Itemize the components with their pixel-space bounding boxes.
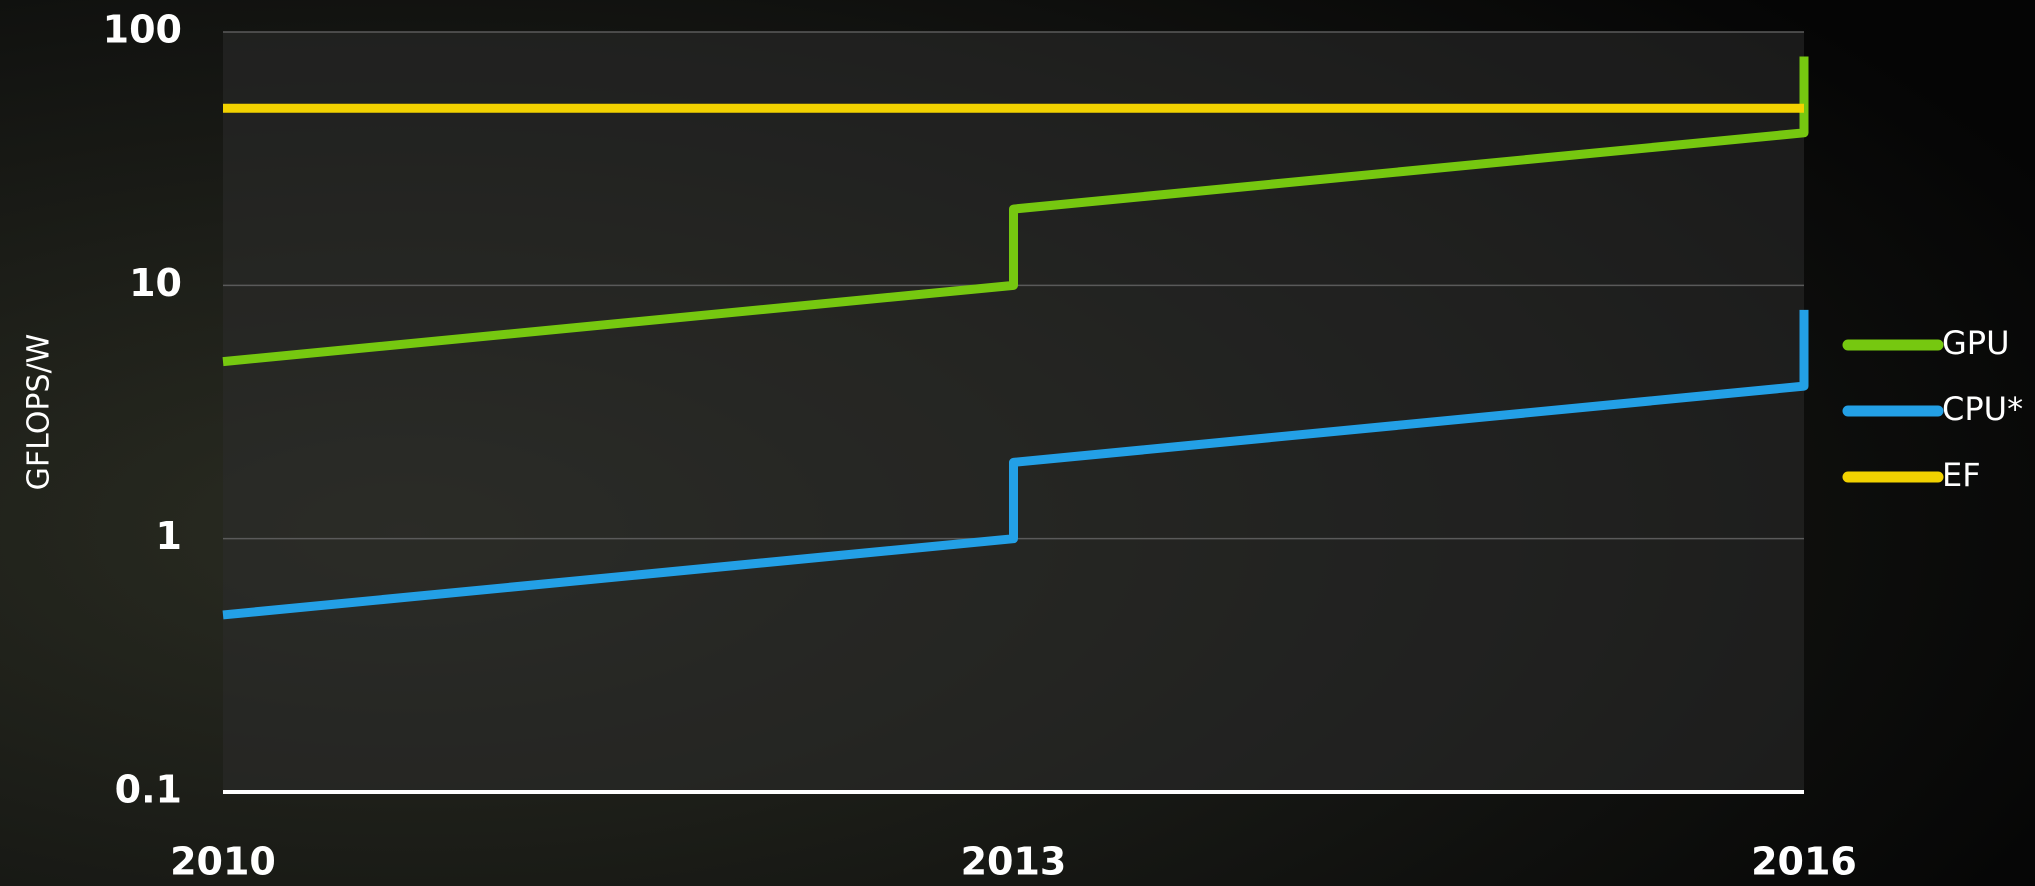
y-tick-label: 100	[103, 8, 182, 52]
x-tick-label: 2016	[1751, 840, 1857, 884]
legend-label: EF	[1942, 456, 1981, 494]
y-axis-label: GFLOPS/W	[22, 334, 57, 491]
y-tick-label: 10	[129, 261, 182, 305]
x-tick-label: 2013	[961, 840, 1067, 884]
legend-label: GPU	[1942, 324, 2010, 362]
y-tick-label: 1	[156, 514, 182, 558]
y-tick-label: 0.1	[115, 768, 182, 812]
series-line	[222, 309, 1809, 620]
legend-label: CPU*	[1942, 390, 2023, 428]
x-tick-label: 2010	[170, 840, 276, 884]
